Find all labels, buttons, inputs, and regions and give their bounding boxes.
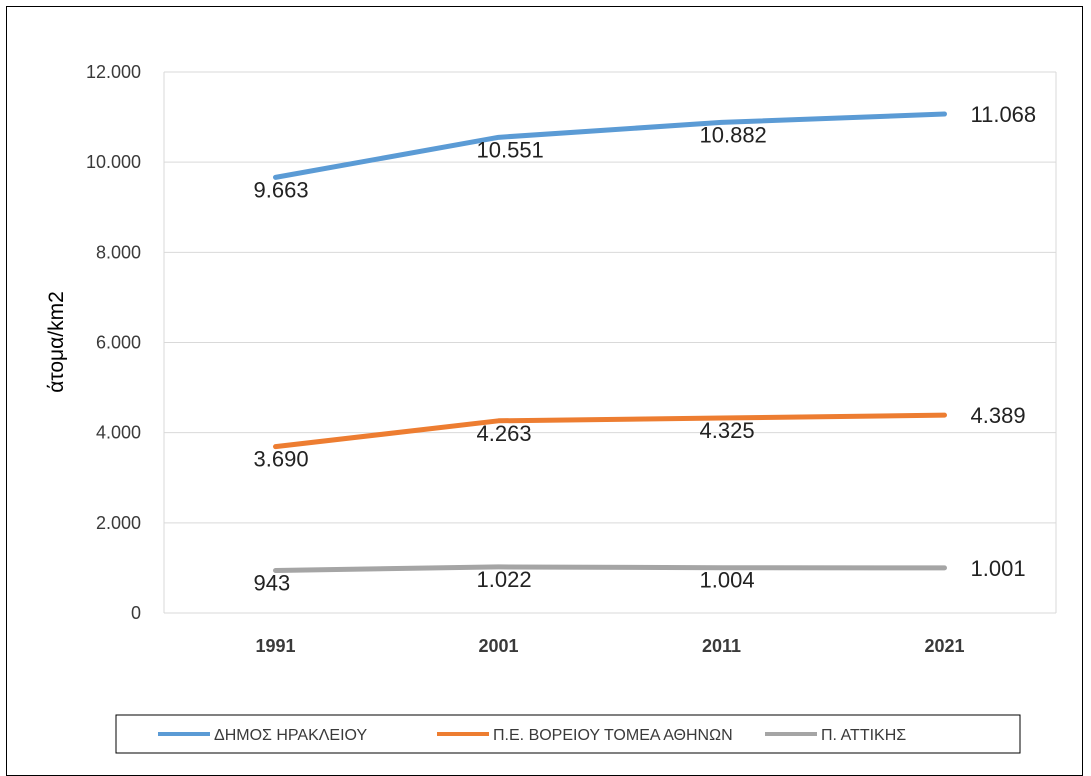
data-label: 4.263 [477, 421, 532, 446]
legend-label: Π.Ε. ΒΟΡΕΙΟΥ ΤΟΜΕΑ ΑΘΗΝΩΝ [493, 727, 733, 744]
y-tick-label: 4.000 [96, 423, 141, 443]
x-tick-label: 1991 [255, 636, 295, 656]
data-label: 3.690 [254, 447, 309, 472]
x-tick-label: 2011 [702, 636, 741, 656]
data-label: 1.022 [477, 567, 532, 592]
data-label: 943 [254, 570, 291, 595]
series-line [273, 111, 947, 180]
legend: ΔΗΜΟΣ ΗΡΑΚΛΕΙΟΥ Π.Ε. ΒΟΡΕΙΟΥ ΤΟΜΕΑ ΑΘΗΝΩΝ… [115, 714, 1021, 754]
data-label: 4.325 [700, 418, 755, 443]
y-tick-label: 8.000 [96, 242, 141, 262]
data-label: 10.551 [477, 137, 544, 162]
legend-box [115, 714, 1021, 754]
series-line [273, 564, 947, 573]
x-tick-label: 2001 [478, 636, 518, 656]
legend-label: ΔΗΜΟΣ ΗΡΑΚΛΕΙΟΥ [214, 727, 367, 744]
y-tick-label: 12.000 [86, 62, 141, 82]
series-line [273, 412, 947, 450]
y-tick-label: 10.000 [86, 152, 141, 172]
data-label: 9.663 [254, 177, 309, 202]
x-axis-ticks: 1991 2001 2011 2021 [255, 636, 964, 656]
data-label: 11.068 [971, 102, 1037, 127]
legend-label: Π. ΑΤΤΙΚΗΣ [821, 727, 906, 744]
y-tick-label: 2.000 [96, 513, 141, 533]
data-label: 10.882 [700, 122, 767, 147]
data-label: 4.389 [971, 403, 1026, 428]
gridlines [163, 71, 1057, 614]
data-label: 1.001 [971, 556, 1026, 581]
y-axis-ticks: 0 2.000 4.000 6.000 8.000 10.000 12.000 [86, 62, 141, 623]
data-label: 1.004 [700, 568, 755, 593]
y-tick-label: 6.000 [96, 333, 141, 353]
data-labels: 9.663 10.551 10.882 11.068 3.690 4.263 4.325 4.… [254, 102, 1037, 595]
series-lines [273, 111, 947, 573]
y-axis-label: άτομα/km2 [45, 291, 68, 393]
x-tick-label: 2021 [924, 636, 964, 656]
y-tick-label: 0 [131, 603, 141, 623]
